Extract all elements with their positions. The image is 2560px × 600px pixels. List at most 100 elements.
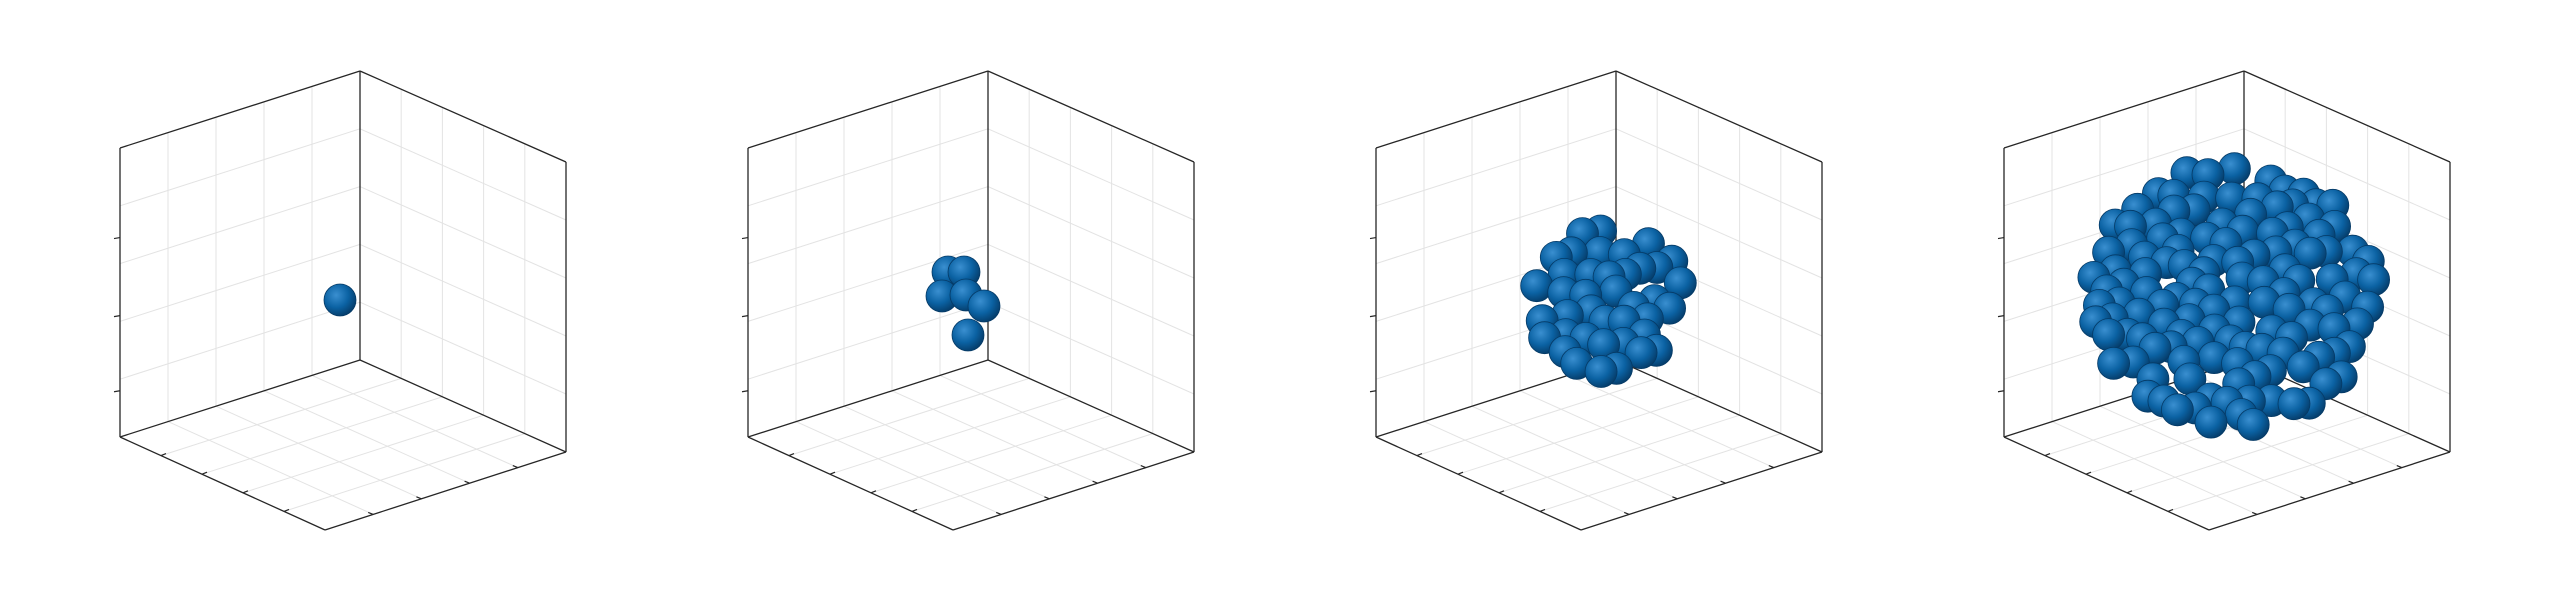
grid-line [119,186,361,265]
grid-line [795,421,1002,515]
box-edge [2243,70,2451,163]
y-tick [1044,496,1050,500]
y-axis [1580,451,1823,531]
axes [113,70,567,531]
x-tick [283,508,290,512]
box-edge [1615,359,1823,453]
x-tick [2126,490,2133,494]
grid-line [1423,421,1630,515]
z-tick [1997,315,2005,318]
sphere-cluster [925,255,1001,352]
y-tick [2251,511,2258,515]
box-edge [2003,70,2245,149]
z-tick [1997,236,2005,240]
grid-lines [119,86,567,515]
grid-line [242,414,484,494]
x-tick [1416,453,1423,457]
grid-line [747,186,989,265]
sphere-point [2357,263,2391,297]
grid-line [987,301,1195,395]
x-axis [2003,436,2210,531]
y-tick [1672,496,1678,500]
box-edge [1615,70,1823,163]
y-tick [1140,465,1147,469]
grid-line [215,405,422,500]
sphere-point [951,318,985,352]
grid-line [987,128,1195,221]
x-tick [1498,490,1505,494]
grid-line [119,128,361,207]
y-tick [2300,496,2306,500]
y-tick [1720,480,1726,484]
grid-line [119,301,361,380]
y-tick [1768,465,1775,469]
panel-3 [1369,70,1823,531]
x-tick [2085,471,2092,475]
grid-line [1498,414,1740,494]
z-tick [741,315,749,318]
grid-line [160,377,402,457]
y-tick [1092,480,1098,484]
x-tick [2167,508,2174,512]
grid-line [1615,186,1823,279]
grid-line [1519,390,1726,484]
box-edge [119,359,361,438]
axes [741,70,1195,531]
box-edge [119,70,361,149]
grid-line [263,390,470,484]
z-tick [1369,236,1377,240]
y-tick [464,480,470,484]
box-edge [987,70,1195,163]
grid-line [359,301,567,395]
grid-line [747,301,989,380]
grid-line [119,243,361,322]
y-tick [512,465,519,469]
sphere-point [2092,318,2126,352]
sphere-point [2236,408,2270,441]
y-tick [2348,480,2354,484]
grid-line [1471,405,1678,500]
box-edge [747,70,989,149]
panel-1 [113,70,567,531]
x-tick [870,490,877,494]
grid-line [939,374,1147,469]
grid-line [201,396,443,475]
sphere-cluster [323,283,357,317]
grid-line [1615,128,1823,221]
sphere-point [2286,350,2320,384]
x-tick [1457,471,1464,475]
grid-line [2003,128,2245,207]
grid-line [1539,433,1781,512]
sphere-point [2160,393,2194,427]
grid-line [2051,421,2258,515]
box-edge [987,359,1195,453]
x-axis [119,436,326,531]
grid-line [2167,433,2409,512]
x-tick [911,508,918,512]
x-tick [242,490,249,494]
x-axis [1375,436,1582,531]
y-tick [367,511,374,515]
z-tick [113,390,121,393]
sphere-cluster [2077,152,2391,441]
grid-line [1457,396,1699,475]
sphere-point [323,283,357,317]
grid-line [788,377,1030,457]
grid-line [987,186,1195,279]
y-tick [2396,465,2403,469]
grid-line [911,433,1153,512]
x-tick [1539,508,1546,512]
grid-line [359,186,567,279]
grid-line [747,128,989,207]
x-tick [160,453,167,457]
x-tick [201,471,208,475]
y-axis [324,451,567,531]
grid-line [2243,128,2451,221]
grid-line [283,433,525,512]
grid-line [1375,128,1617,207]
grid-line [167,421,374,515]
sphere-point [2097,346,2131,380]
x-tick [788,453,795,457]
